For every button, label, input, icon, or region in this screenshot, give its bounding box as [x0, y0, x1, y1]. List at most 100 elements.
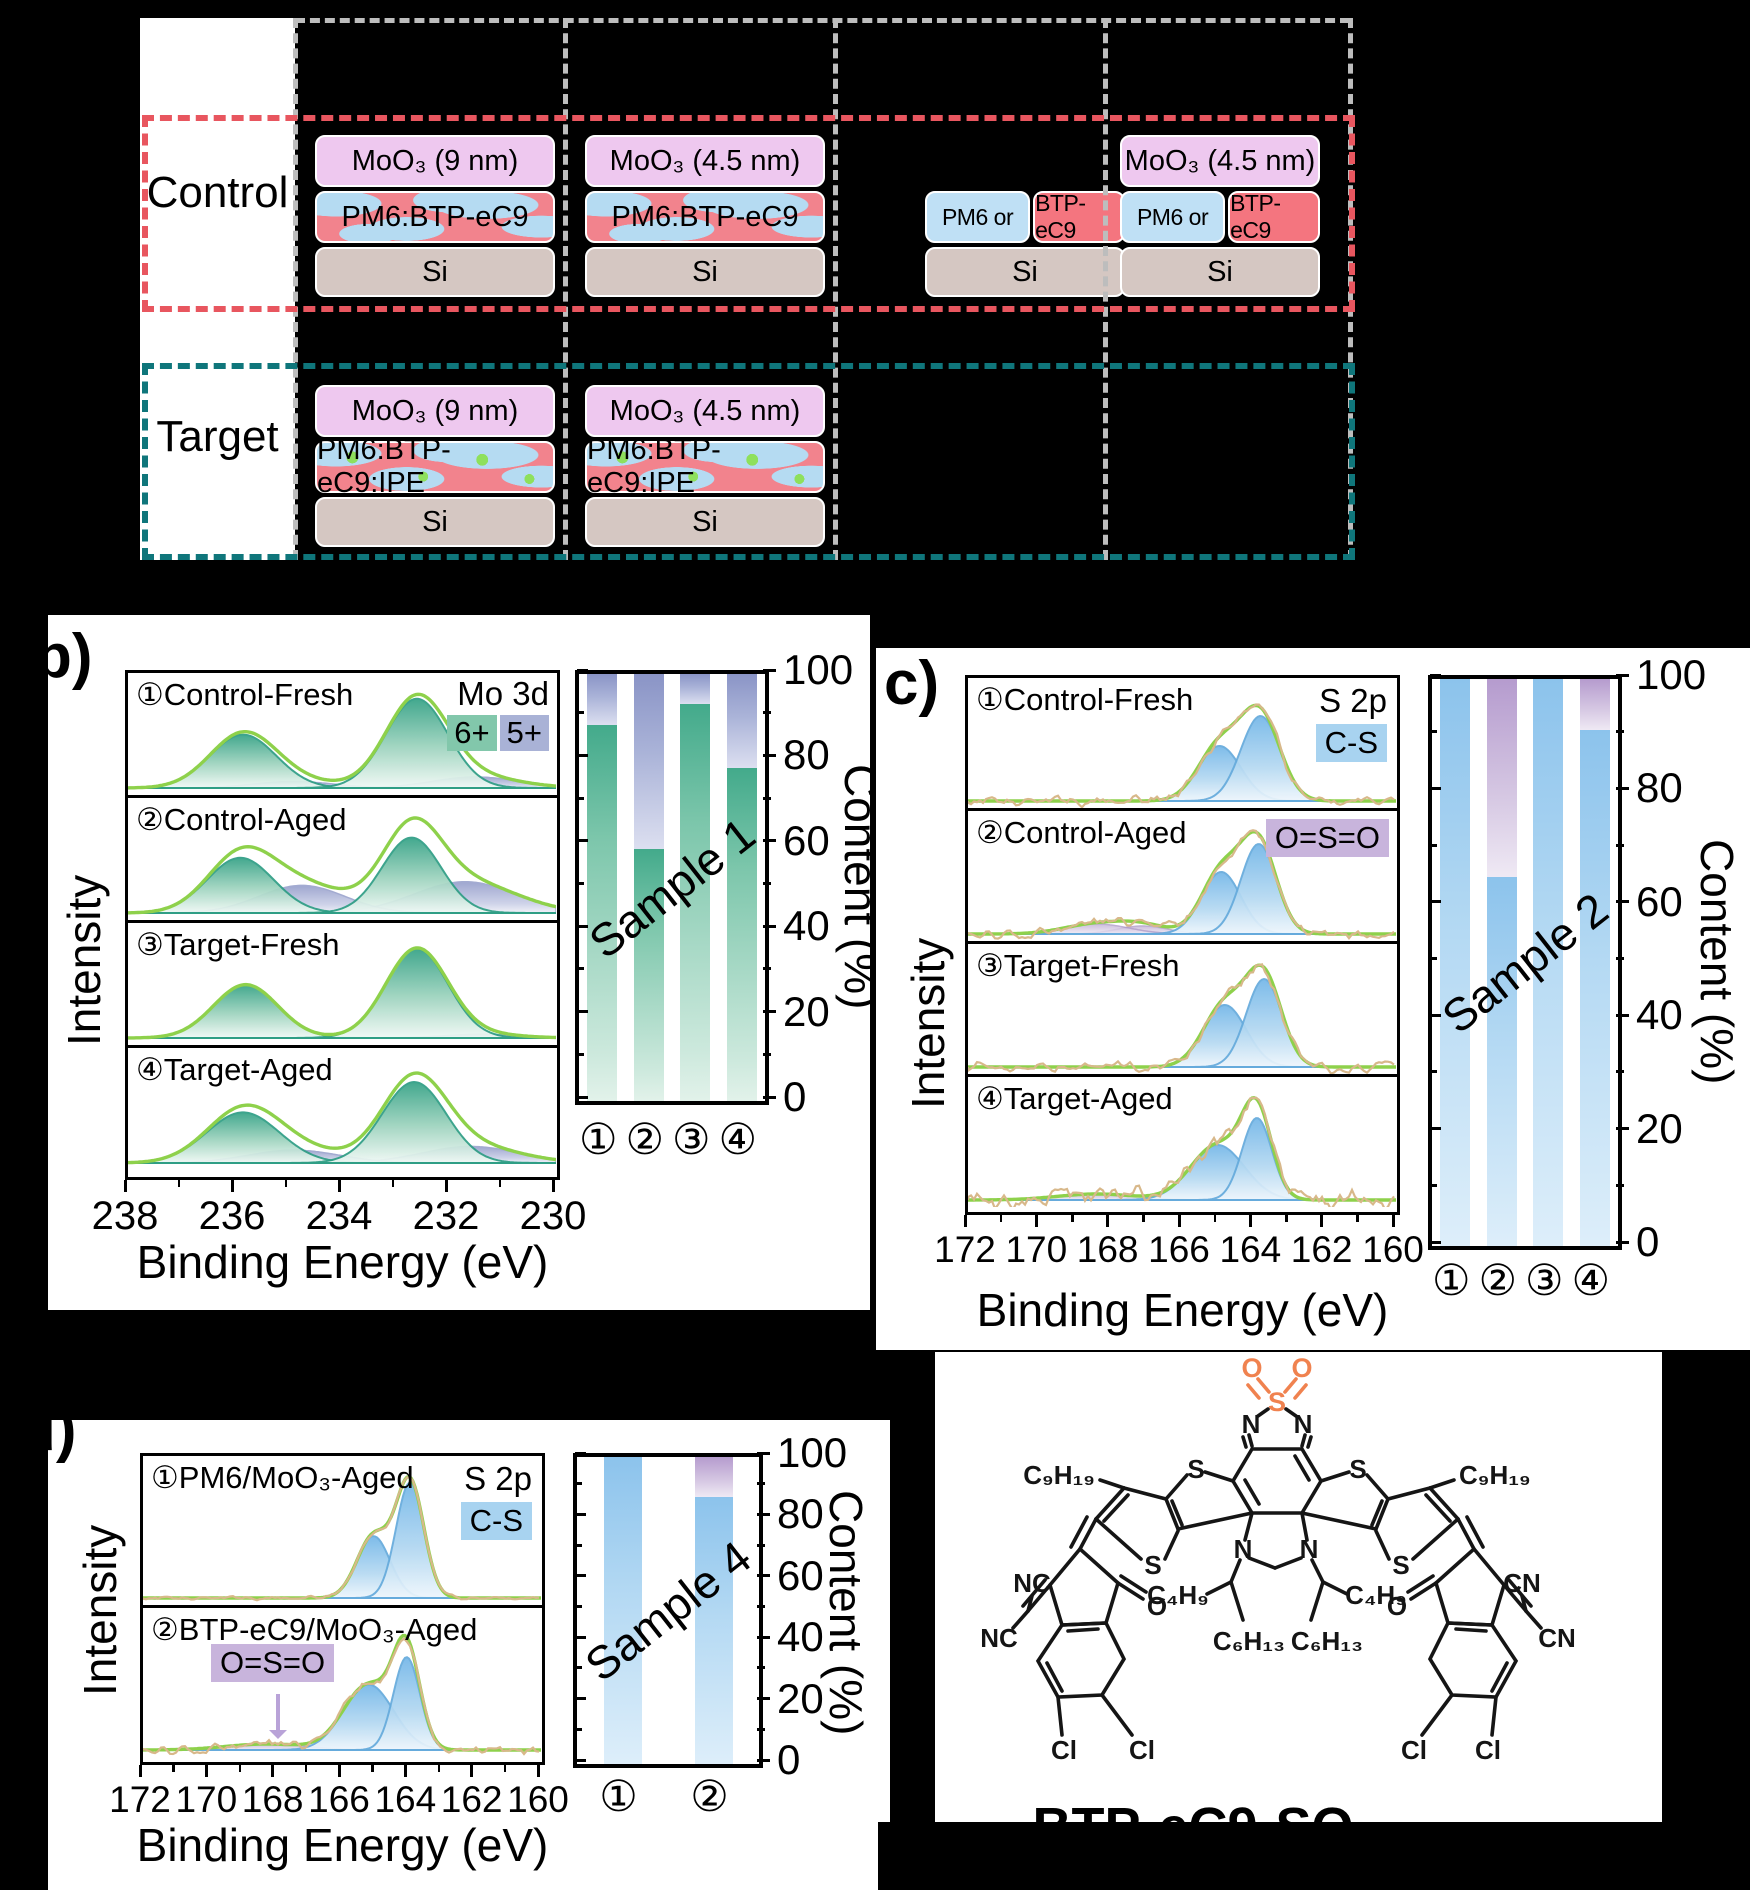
c_spectra-label-2: ②Control-Aged [976, 815, 1187, 850]
legend-chip-C-S: C-S [1315, 724, 1387, 762]
btp-ec9-box: BTP-eC9 [1228, 190, 1320, 243]
b_spectra-label-4: ④Target-Aged [136, 1052, 333, 1087]
c-y-axis-label: Intensity [902, 937, 954, 1109]
c_spectra-row-3: ③Target-Fresh [968, 944, 1397, 1077]
molecule-structure-panel: O O S [935, 1352, 1662, 1890]
control-dashed-box [142, 115, 1355, 312]
cl-left-2: Cl [1129, 1735, 1155, 1765]
c_bars-seg-C-S [1486, 877, 1517, 1246]
layer-si: Si [315, 247, 555, 297]
thiadiazole-n-left: N [1242, 1409, 1261, 1439]
layer-blend2: PM6:BTP-eC9:IPE [585, 434, 825, 499]
c_spectra-tick-166: 166 [1148, 1229, 1210, 1270]
layer-si: Si [585, 247, 825, 297]
pm6-or-btp-row: PM6 or BTP-eC9 [1120, 190, 1320, 243]
d_bars-ytick-0: 0 [777, 1736, 801, 1783]
c6h13-left: C₆H₁₃ [1213, 1626, 1285, 1656]
b_spectra-tick-232: 232 [412, 1194, 480, 1238]
nc-top-left: NC [1013, 1568, 1051, 1598]
cl-left-1: Cl [1051, 1735, 1077, 1765]
target-row-label: Target [156, 412, 279, 461]
panel-d-letter: d) [48, 1420, 77, 1464]
c_bars-cat-2: ② [1478, 1257, 1518, 1305]
sulfonyl-o-right: O [1291, 1353, 1312, 1383]
b_bars-bar-2 [633, 674, 664, 1101]
b_spectra-row-1: ①Control-Fresh Mo 3d 6+ 5+ [128, 673, 557, 798]
c_spectra-row-4: ④Target-Aged [968, 1077, 1397, 1207]
layer-moo3: MoO₃ (4.5 nm) [585, 385, 825, 437]
control-stack-4: MoO₃ (4.5 nm) PM6 or BTP-eC9 Si [1120, 135, 1320, 297]
btp-ec9-box: BTP-eC9 [1033, 190, 1125, 243]
c_bars-seg-C-S [1533, 679, 1564, 1246]
d-spectra-frame: ①PM6/MoO₃-Aged S 2p C-S ②BTP-eC9/MoO₃-Aged O… [140, 1453, 545, 1765]
panel-c-s2p: c) Intensity ①Control-Fresh S 2p C-S ②Contr… [876, 648, 1750, 1350]
c-bar-chart: Sample 2 [1428, 675, 1622, 1250]
layer-moo3: MoO₃ (9 nm) [315, 385, 555, 437]
b_spectra-tick-236: 236 [198, 1194, 266, 1238]
cl-right-1: Cl [1401, 1735, 1427, 1765]
b-y-axis-label: Intensity [58, 874, 110, 1046]
s-outer-right: S [1392, 1550, 1409, 1580]
b-spectra-frame: ①Control-Fresh Mo 3d 6+ 5+ ②Control-Aged ③Tar… [125, 670, 560, 1180]
b_spectra-tick-238: 238 [91, 1194, 159, 1238]
b-x-axis-title: Binding Energy (eV) [136, 1236, 549, 1288]
b_bars-seg-5+ [680, 674, 711, 704]
d-x-axis: 172 170 168 166 164 162 160 [109, 1765, 569, 1820]
b_spectra-label-2: ②Control-Aged [136, 802, 347, 837]
panel-b-mo3d: b) Intensity ①Control-Fresh Mo 3d 6+ 5+ ②Con… [48, 615, 870, 1310]
c_bars-seg-O=S=O [1486, 679, 1517, 878]
c_bars-cat-3: ③ [1524, 1257, 1564, 1305]
b_bars-bar-4 [726, 674, 757, 1101]
target-stack-2: MoO₃ (4.5 nm) PM6:BTP-eC9:IPE Si [585, 385, 825, 547]
thiadiazole-n-right: N [1294, 1409, 1313, 1439]
b_bars-seg-6+ [680, 703, 711, 1101]
d-y-axis-label: Intensity [74, 1524, 126, 1696]
c_bars-bar-2 [1486, 679, 1517, 1246]
b_bars-seg-6+ [633, 849, 664, 1101]
cl-right-2: Cl [1475, 1735, 1501, 1765]
panel-b-letter: b) [48, 622, 93, 691]
d_spectra-title: S 2p [464, 1460, 532, 1497]
sample-stacks: MoO₃ (9 nm) PM6:BTP-eC9 Si MoO₃ (4.5 nm) PM6… [0, 0, 1750, 600]
sulfonyl-s: S [1268, 1387, 1286, 1417]
d_bars-cat-1: ① [599, 1773, 638, 1821]
c_bars-ytick-20: 20 [1636, 1104, 1683, 1152]
s-inner-right: S [1349, 1454, 1366, 1484]
grid-line-3 [833, 18, 838, 560]
n-pyrrole-left: N [1234, 1534, 1253, 1564]
b_bars-seg-5+ [726, 674, 757, 768]
layer-blend: PM6:BTP-eC9 [585, 191, 825, 243]
c_bars-seg-C-S [1440, 679, 1471, 1246]
c_spectra-label-1: ①Control-Fresh [976, 682, 1194, 717]
c_bars-cat-4: ④ [1571, 1257, 1611, 1305]
c_spectra-tick-164: 164 [1219, 1229, 1282, 1270]
c-content-label: Content (%) [1691, 839, 1743, 1085]
c_bars-seg-C-S [1579, 730, 1610, 1246]
d_spectra-label-1: ①PM6/MoO₃-Aged [151, 1460, 414, 1495]
control-stack-1: MoO₃ (9 nm) PM6:BTP-eC9 Si [315, 135, 555, 297]
d_bars-ytick-100: 100 [777, 1429, 848, 1476]
s-outer-left: S [1144, 1550, 1161, 1580]
d_bars-cat-2: ② [690, 1773, 729, 1821]
target-stack-1: MoO₃ (9 nm) PM6:BTP-eC9:IPE Si [315, 385, 555, 547]
c_bars-ytick-0: 0 [1636, 1218, 1660, 1265]
d_bars-seg-O=S=O [694, 1457, 733, 1497]
c4h9-left: C₄H₉ [1147, 1580, 1209, 1610]
c9h19-left: C₉H₁₉ [1023, 1460, 1095, 1490]
d_bars-ytick-80: 80 [777, 1490, 824, 1538]
panel-c-letter: c) [884, 649, 940, 718]
layer-moo3: MoO₃ (9 nm) [315, 135, 555, 187]
legend-chip-O=S=O: O=S=O [1265, 819, 1389, 857]
d-bar-chart: Sample 4 [573, 1453, 763, 1768]
c_bars-ytick-80: 80 [1636, 764, 1683, 812]
d_spectra-label-2: ②BTP-eC9/MoO₃-Aged [151, 1612, 478, 1647]
d_spectra-tick-168: 168 [241, 1779, 304, 1820]
b-content-label: Content (%) [835, 764, 870, 1010]
molecule-skeleton: O O S [980, 1353, 1576, 1765]
o-ketone-right: O [1387, 1591, 1407, 1621]
layer-blend: PM6:BTP-eC9 [315, 191, 555, 243]
oso-arrow-head [269, 1730, 287, 1748]
c_spectra-label-3: ③Target-Fresh [976, 948, 1180, 983]
layer-moo3: MoO₃ (4.5 nm) [1120, 135, 1320, 187]
b_bars-cat-4: ④ [718, 1116, 758, 1164]
